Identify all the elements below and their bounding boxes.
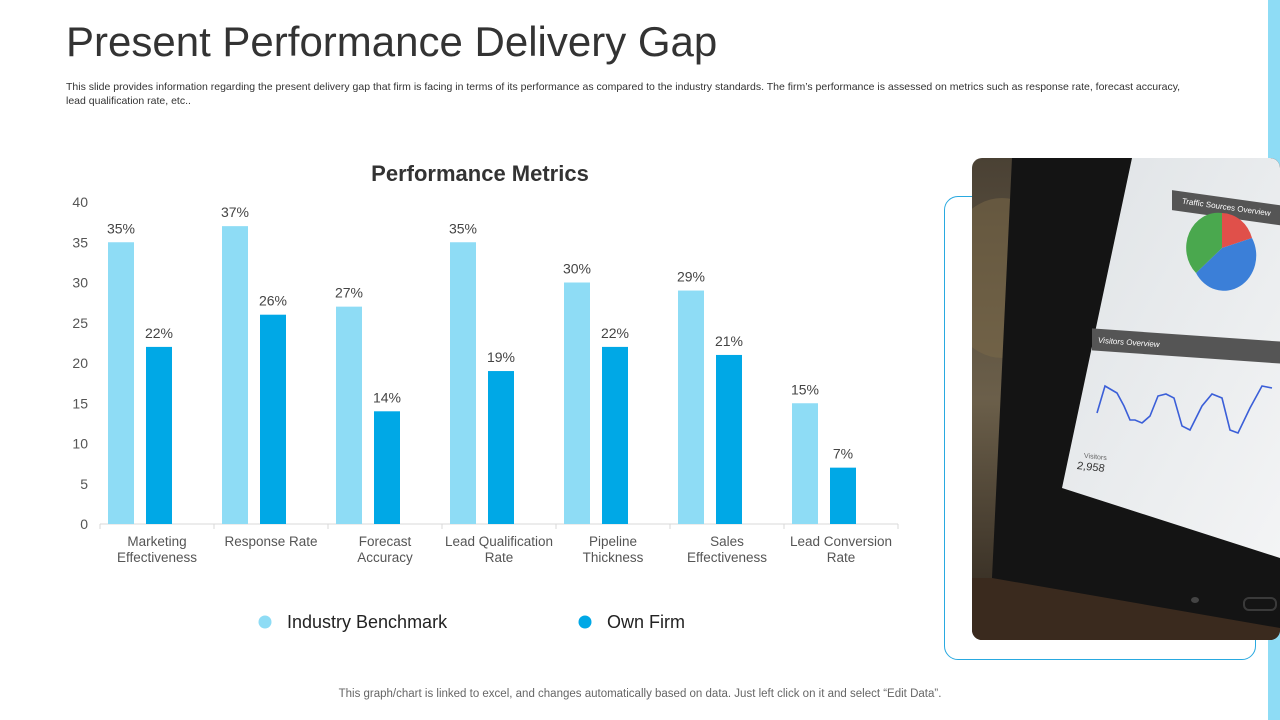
bar-own-firm: [488, 371, 514, 524]
photo-visitors-label: Visitors: [1084, 453, 1107, 462]
slide-description: This slide provides information regardin…: [66, 81, 1181, 107]
chart-title: Performance Metrics: [371, 161, 589, 186]
x-tick-label: Pipeline: [589, 534, 637, 549]
tablet-photo: Traffic Sources Overview Visitors Overvi…: [972, 158, 1280, 640]
x-tick-label: Lead Conversion: [790, 534, 892, 549]
x-tick-label: Rate: [827, 550, 856, 565]
data-label: 27%: [335, 285, 363, 301]
visitors-line-chart: [1096, 384, 1273, 435]
y-tick-label: 0: [80, 516, 88, 532]
pie-chart-icon: [1186, 212, 1257, 291]
x-tick-label: Response Rate: [224, 534, 317, 549]
y-tick-label: 10: [72, 436, 88, 452]
x-tick-label: Effectiveness: [687, 550, 767, 565]
tablet-camera: [1191, 597, 1199, 603]
x-tick-label: Effectiveness: [117, 550, 197, 565]
data-label: 22%: [145, 325, 173, 341]
data-label: 19%: [487, 349, 515, 365]
photo-visitors-value: 2,958: [1076, 460, 1105, 475]
bar-own-firm: [260, 314, 286, 524]
data-label: 26%: [259, 293, 287, 309]
y-tick-label: 40: [72, 194, 88, 210]
data-label: 30%: [563, 261, 591, 277]
x-tick-label: Accuracy: [357, 550, 413, 565]
data-label: 15%: [791, 381, 819, 397]
legend-marker: [578, 615, 592, 629]
legend-label: Industry Benchmark: [287, 612, 448, 632]
x-tick-label: Lead Qualification: [445, 534, 553, 549]
page-title: Present Performance Delivery Gap: [66, 18, 718, 65]
data-label: 37%: [221, 204, 249, 220]
data-label: 14%: [373, 389, 401, 405]
data-label: 35%: [449, 220, 477, 236]
x-tick-label: Marketing: [127, 534, 186, 549]
photo-panel2-title: Visitors Overview: [1098, 336, 1161, 349]
footer-note: This graph/chart is linked to excel, and…: [338, 688, 942, 700]
data-label: 22%: [601, 325, 629, 341]
bar-own-firm: [830, 467, 856, 524]
legend-marker: [258, 615, 272, 629]
bar-industry-benchmark: [564, 282, 590, 524]
bar-industry-benchmark: [336, 306, 362, 524]
chart-svg: Performance Metrics 0 5 10 15 20 25 30 35 40 35% 37…: [72, 161, 899, 632]
bar-industry-benchmark: [678, 290, 704, 524]
y-tick-label: 15: [72, 395, 88, 411]
legend-label: Own Firm: [607, 612, 685, 632]
y-tick-label: 20: [72, 355, 88, 371]
x-tick-label: Forecast: [359, 534, 412, 549]
bar-own-firm: [602, 346, 628, 524]
data-label: 7%: [833, 446, 853, 462]
performance-chart[interactable]: Performance Metrics 0 5 10 15 20 25 30 35 40 35% 37…: [50, 150, 930, 650]
x-tick-label: Thickness: [583, 550, 644, 565]
bar-industry-benchmark: [792, 403, 818, 524]
x-tick-label: Rate: [485, 550, 514, 565]
data-label: 29%: [677, 269, 705, 285]
y-tick-label: 5: [80, 476, 88, 492]
bar-industry-benchmark: [222, 226, 248, 524]
data-label: 21%: [715, 333, 743, 349]
x-tick-label: Sales: [710, 534, 744, 549]
tablet-home-button: [1243, 597, 1277, 611]
y-tick-label: 25: [72, 315, 88, 331]
bar-own-firm: [716, 354, 742, 524]
y-tick-label: 30: [72, 275, 88, 291]
y-tick-label: 35: [72, 234, 88, 250]
data-label: 35%: [107, 220, 135, 236]
bar-industry-benchmark: [450, 242, 476, 524]
bar-industry-benchmark: [108, 242, 134, 524]
bar-own-firm: [146, 346, 172, 524]
bar-own-firm: [374, 411, 400, 524]
